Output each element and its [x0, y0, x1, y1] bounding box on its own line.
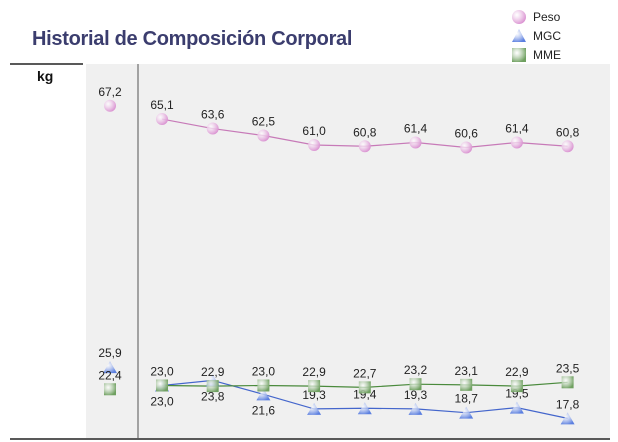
data-point-peso	[104, 99, 116, 112]
data-point-mme	[104, 383, 116, 396]
data-point-mgc	[408, 402, 423, 415]
data-label-peso: 63,6	[201, 108, 225, 122]
data-point-mgc	[357, 402, 372, 415]
data-label-mgc: 23,0	[150, 394, 174, 408]
data-point-peso	[460, 141, 473, 154]
y-axis-label: kg	[37, 68, 54, 84]
data-point-peso	[561, 140, 574, 153]
data-point-peso	[409, 136, 422, 149]
data-label-mgc: 17,8	[556, 397, 580, 411]
data-label-mgc: 23,8	[201, 389, 225, 403]
data-label-peso: 65,1	[150, 98, 174, 112]
data-label-peso: 60,8	[556, 125, 580, 139]
legend-label: Peso	[533, 10, 561, 24]
data-label-peso: 60,6	[455, 127, 479, 141]
data-point-mme	[206, 380, 219, 393]
data-label-peso: 61,4	[505, 121, 529, 135]
data-point-mgc	[459, 406, 474, 419]
data-label-mme: 23,5	[556, 361, 580, 375]
data-label-mme: 23,0	[150, 364, 174, 378]
data-point-mgc	[560, 412, 575, 425]
data-point-mgc	[307, 402, 322, 415]
data-label-mgc: 25,9	[98, 346, 122, 360]
legend-label: MGC	[533, 29, 561, 43]
data-point-peso	[358, 140, 371, 153]
data-point-peso	[206, 122, 219, 135]
data-point-mme	[156, 379, 168, 392]
data-point-mme	[308, 380, 321, 393]
data-label-mgc: 19,3	[404, 388, 428, 402]
data-point-mme	[358, 381, 371, 394]
data-label-peso: 60,8	[353, 125, 377, 139]
data-point-mme	[561, 376, 574, 389]
data-label-mme: 22,4	[98, 368, 122, 382]
legend-label: MME	[533, 48, 561, 62]
data-label-mme: 22,9	[505, 365, 529, 379]
data-point-mme	[510, 380, 523, 393]
data-point-mme	[257, 379, 270, 392]
data-point-mgc	[103, 361, 117, 374]
data-label-mgc: 21,6	[252, 403, 276, 417]
legend-circle-icon	[512, 10, 526, 24]
data-point-mme	[409, 378, 422, 391]
data-point-mgc	[256, 388, 271, 401]
data-point-peso	[156, 113, 168, 126]
data-label-peso: 67,2	[98, 85, 122, 99]
data-label-mme: 23,0	[252, 364, 276, 378]
data-point-peso	[510, 136, 523, 149]
data-label-peso: 61,0	[302, 124, 326, 138]
legend-square-icon	[512, 48, 526, 62]
chart-title: Historial de Composición Corporal	[32, 28, 353, 50]
data-point-peso	[308, 139, 321, 152]
data-label-mme: 22,7	[353, 366, 377, 380]
legend-triangle-icon	[512, 29, 526, 42]
data-label-peso: 62,5	[252, 115, 276, 129]
data-label-mme: 22,9	[302, 365, 326, 379]
data-label-mgc: 18,7	[455, 392, 479, 406]
data-point-mgc	[509, 401, 524, 414]
data-label-mme: 23,1	[455, 364, 479, 378]
data-label-mme: 23,2	[404, 363, 428, 377]
data-point-mme	[460, 378, 473, 391]
data-label-mme: 22,9	[201, 365, 225, 379]
data-label-peso: 61,4	[404, 121, 428, 135]
plot-area	[86, 64, 610, 438]
data-point-peso	[257, 129, 270, 142]
